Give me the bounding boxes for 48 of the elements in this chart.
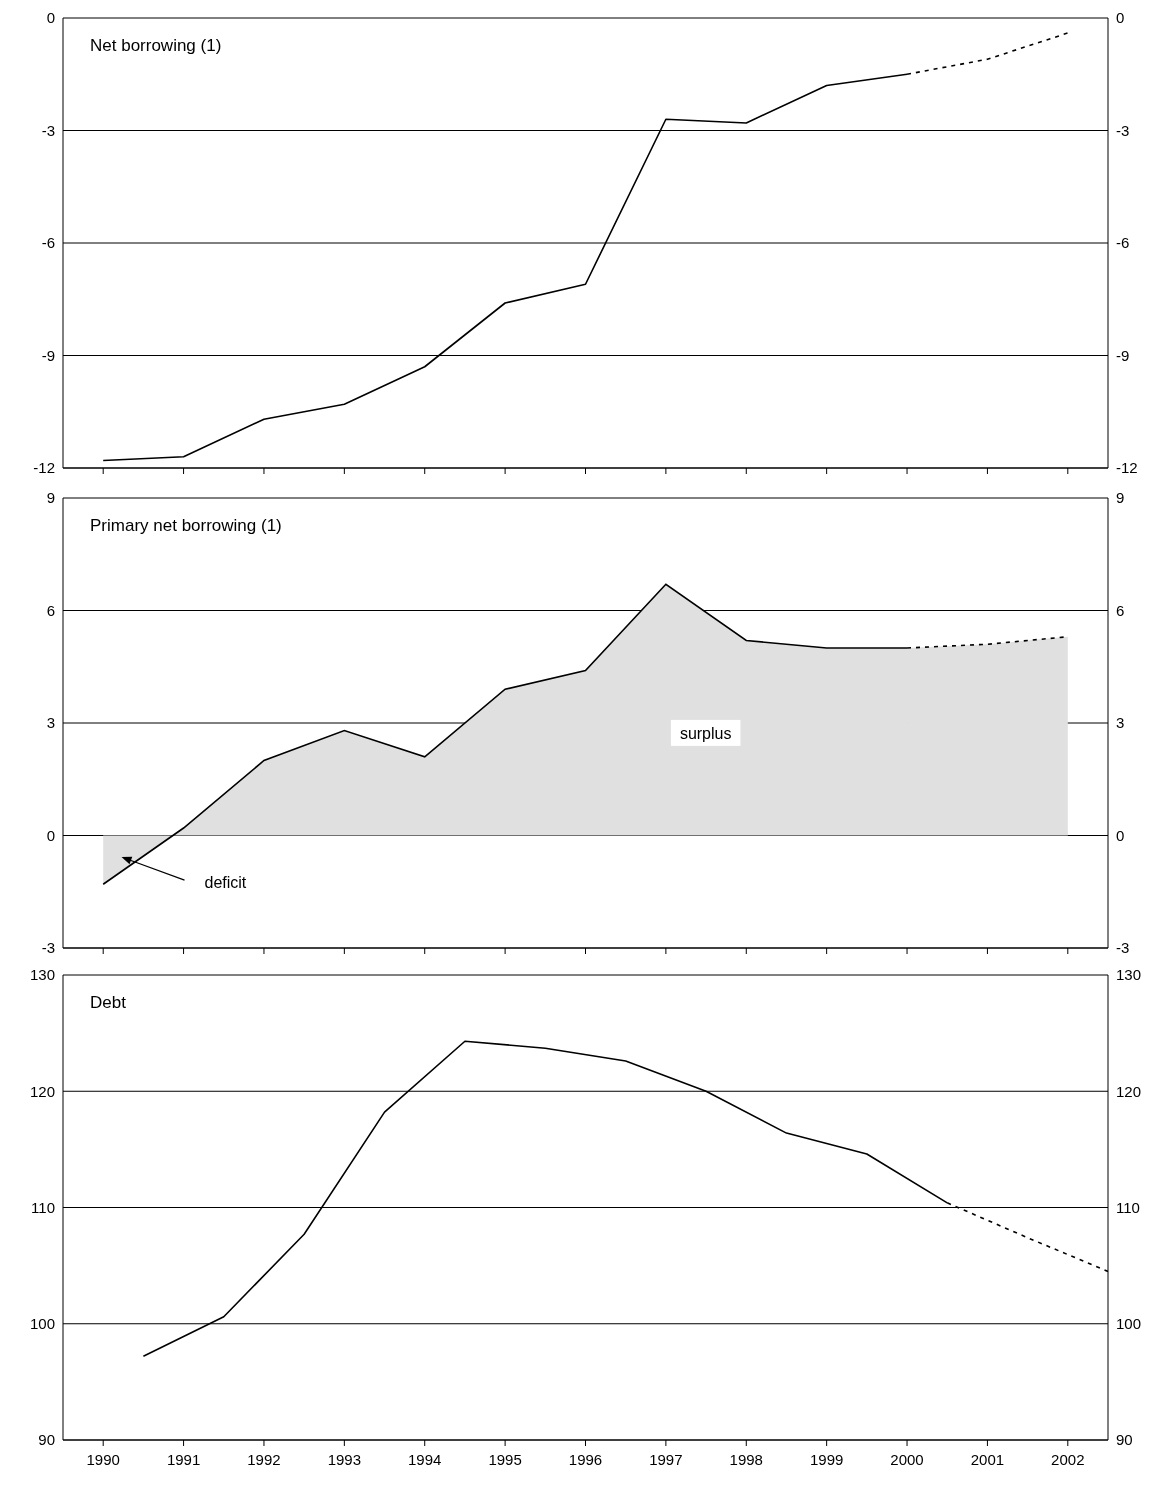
text: Net borrowing (1) [90,36,222,55]
y2-tick-label: 6 [1116,601,1125,619]
y2-tick-label: 90 [1116,1431,1133,1449]
x-tick-label: 1995 [488,1450,522,1468]
y-tick-label: 100 [29,1315,55,1333]
x-tick-label: 1994 [408,1450,442,1468]
y2-tick-label: -3 [1116,939,1130,957]
annotation: deficit [204,874,247,892]
y2-tick-label: -3 [1116,121,1130,139]
y2-tick-label: 100 [1116,1315,1142,1333]
y-tick-label: 130 [29,966,55,984]
y-tick-label: -3 [41,121,55,139]
y-tick-label: -9 [41,346,55,364]
y2-tick-label: 110 [1116,1198,1140,1216]
x-tick-label: 1990 [86,1450,120,1468]
x-tick-label: 2002 [1051,1450,1085,1468]
y-tick-label: 110 [31,1198,55,1216]
text: Primary net borrowing (1) [90,516,282,535]
y-tick-label: -3 [41,939,55,957]
y2-tick-label: 130 [1116,966,1142,984]
x-tick-label: 1996 [568,1450,603,1468]
y-tick-label: 3 [46,714,55,732]
y-tick-label: 0 [46,9,55,27]
x-tick-label: 1991 [166,1450,201,1468]
y-tick-label: 120 [29,1082,55,1100]
x-tick-label: 2000 [890,1450,924,1468]
y2-tick-label: 0 [1116,9,1125,27]
x-tick-label: 1997 [649,1450,683,1468]
y-tick-label: -12 [33,459,55,477]
y2-tick-label: -6 [1116,234,1130,252]
x-tick-label: 1992 [247,1450,281,1468]
y-tick-label: 9 [46,489,55,507]
text: Debt [90,993,127,1012]
x-tick-label: 1999 [809,1450,844,1468]
y-tick-label: 90 [38,1431,55,1449]
y-tick-label: 6 [46,601,55,619]
y-tick-label: -6 [41,234,55,252]
y2-tick-label: 0 [1116,826,1125,844]
y2-tick-label: 3 [1116,714,1125,732]
y2-tick-label: 120 [1116,1082,1142,1100]
y2-tick-label: -12 [1116,459,1138,477]
annotation: surplus [679,724,732,742]
y2-tick-label: 9 [1116,489,1125,507]
y2-tick-label: -9 [1116,346,1130,364]
x-tick-label: 2001 [970,1450,1005,1468]
x-tick-label: 1993 [327,1450,362,1468]
x-tick-label: 1998 [729,1450,763,1468]
y-tick-label: 0 [46,826,55,844]
